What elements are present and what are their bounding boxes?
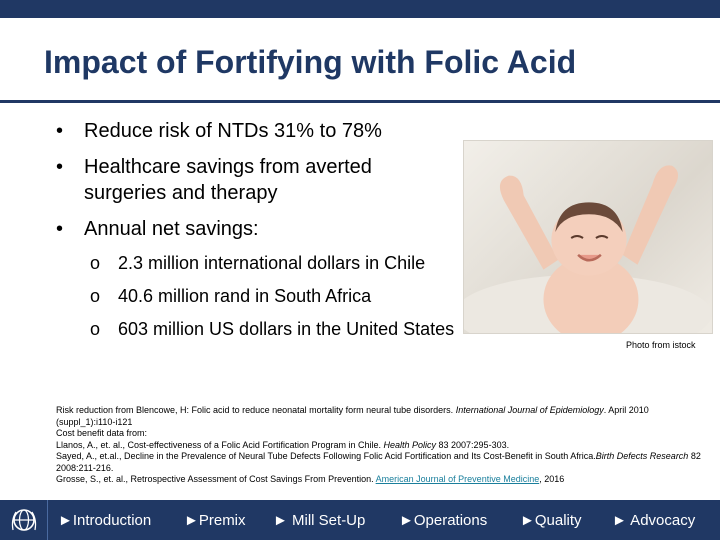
nav-mill-set-up[interactable]: ► Mill Set-Up	[273, 512, 366, 529]
slide-title: Impact of Fortifying with Folic Acid	[44, 44, 577, 80]
reference-line: Risk reduction from Blencowe, H: Folic a…	[56, 405, 706, 428]
nav-advocacy[interactable]: ► Advocacy	[612, 512, 696, 529]
title-rule	[0, 100, 720, 103]
reference-text: Sayed, A., et.al., Decline in the Preval…	[56, 451, 596, 461]
nav-introduction[interactable]: ►Introduction	[58, 512, 152, 529]
sub-bullet-item: 40.6 million rand in South Africa	[56, 285, 456, 308]
photo-credit: Photo from istock	[626, 340, 696, 350]
baby-illustration	[464, 165, 712, 333]
reference-text: , 2016	[539, 474, 565, 484]
sub-bullet-item: 603 million US dollars in the United Sta…	[56, 318, 456, 341]
reference-text: Risk reduction from Blencowe, H: Folic a…	[56, 405, 456, 415]
reference-text: . April 2010 (suppl_1):i110-i121	[56, 405, 649, 427]
reference-line: Llanos, A., et. al., Cost-effectiveness …	[56, 440, 706, 452]
reference-journal: Health Policy	[383, 439, 437, 450]
bullet-item: Reduce risk of NTDs 31% to 78%	[56, 118, 456, 144]
globe-wheat-logo-icon[interactable]	[0, 500, 48, 540]
reference-journal: Birth Defects Research	[595, 451, 689, 461]
references: Risk reduction from Blencowe, H: Folic a…	[56, 405, 706, 486]
sub-bullet-item: 2.3 million international dollars in Chi…	[56, 252, 456, 275]
reference-line: Sayed, A., et.al., Decline in the Preval…	[56, 451, 706, 474]
bullet-item: Annual net savings:	[56, 216, 456, 242]
bullet-item: Healthcare savings from averted surgerie…	[56, 154, 456, 206]
bullet-list: Reduce risk of NTDs 31% to 78% Healthcar…	[56, 118, 456, 351]
baby-photo	[463, 140, 713, 334]
reference-text: 82 2008:211-216.	[56, 451, 701, 473]
reference-text: Grosse, S., et. al., Retrospective Asses…	[56, 474, 376, 484]
reference-line: Grosse, S., et. al., Retrospective Asses…	[56, 474, 706, 486]
nav-quality[interactable]: ►Quality	[520, 512, 582, 529]
top-band	[0, 0, 720, 18]
nav-operations[interactable]: ►Operations	[399, 512, 488, 529]
nav-premix[interactable]: ►Premix	[184, 512, 246, 529]
bottom-navigation: ►Introduction ►Premix ► Mill Set-Up ►Ope…	[0, 500, 720, 540]
reference-line: Cost benefit data from:	[56, 428, 148, 438]
reference-text: Llanos, A., et. al., Cost-effectiveness …	[56, 439, 384, 450]
reference-text: 83 2007:295-303.	[436, 439, 510, 450]
reference-link[interactable]: American Journal of Preventive Medicine	[375, 474, 540, 484]
reference-journal: International Journal of Epidemiology	[455, 405, 604, 415]
